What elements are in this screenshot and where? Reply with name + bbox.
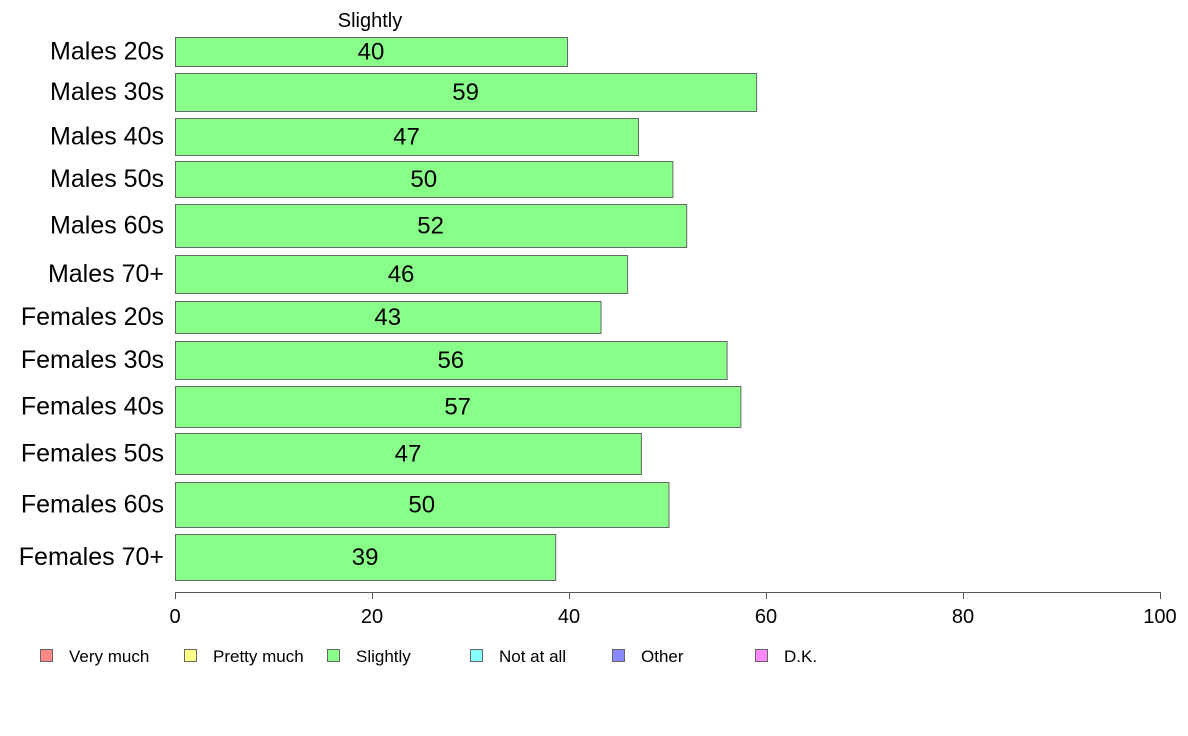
category-label: Females 40s xyxy=(21,393,164,421)
bar xyxy=(175,255,629,294)
x-tick-label: 0 xyxy=(169,606,180,628)
x-tick-label: 60 xyxy=(755,606,777,628)
legend-label: Other xyxy=(641,647,684,666)
bar xyxy=(175,386,742,428)
bar xyxy=(175,433,642,475)
bar xyxy=(175,73,758,112)
bar-value-label: 43 xyxy=(374,304,401,331)
x-tick-label: 40 xyxy=(558,606,580,628)
bar-value-label: 47 xyxy=(393,124,420,151)
legend-label: D.K. xyxy=(784,647,817,666)
x-tick-label: 100 xyxy=(1143,606,1176,628)
bar-value-label: 46 xyxy=(388,261,415,288)
legend-swatch xyxy=(755,649,768,662)
bar-value-label: 47 xyxy=(395,441,422,468)
category-label: Males 30s xyxy=(50,78,164,106)
bar-value-label: 56 xyxy=(437,347,464,374)
legend-item: Not at all xyxy=(470,647,566,666)
bar xyxy=(175,301,602,334)
bar xyxy=(175,118,639,156)
bar-value-label: 52 xyxy=(417,213,444,240)
legend-item: Other xyxy=(612,647,684,666)
x-axis: 0 20 40 60 80 100 xyxy=(169,592,1177,628)
legend-label: Not at all xyxy=(499,647,566,666)
bar xyxy=(175,161,674,198)
legend-label: Very much xyxy=(69,647,149,666)
legend-swatch xyxy=(40,649,53,662)
legend-label: Pretty much xyxy=(213,647,304,666)
bar xyxy=(175,341,728,380)
bar xyxy=(175,534,557,581)
category-label: Females 60s xyxy=(21,491,164,519)
bar-value-label: 50 xyxy=(410,166,437,193)
bar-value-label: 50 xyxy=(408,492,435,519)
category-label: Males 40s xyxy=(50,123,164,151)
bar-value-label: 57 xyxy=(444,394,471,421)
category-label: Females 70+ xyxy=(19,543,164,571)
chart-title: Slightly xyxy=(338,10,402,32)
legend: Very much Pretty much Slightly Not at all Ot… xyxy=(40,647,817,666)
bars-group: Males 20s 40 Males 30s 59 Males 40s 47 Males 5… xyxy=(19,37,758,581)
category-label: Males 20s xyxy=(50,38,164,66)
category-label: Females 30s xyxy=(21,346,164,374)
legend-item: Pretty much xyxy=(184,647,304,666)
x-tick-label: 20 xyxy=(361,606,383,628)
legend-swatch xyxy=(470,649,483,662)
category-label: Males 70+ xyxy=(48,260,164,288)
bar xyxy=(175,37,569,67)
bar-value-label: 59 xyxy=(452,79,479,106)
legend-swatch xyxy=(184,649,197,662)
legend-item: Very much xyxy=(40,647,149,666)
legend-swatch xyxy=(612,649,625,662)
x-tick-label: 80 xyxy=(952,606,974,628)
legend-label: Slightly xyxy=(356,647,411,666)
legend-item: Slightly xyxy=(327,647,411,666)
category-label: Males 60s xyxy=(50,212,164,240)
legend-swatch xyxy=(327,649,340,662)
bar-value-label: 39 xyxy=(352,544,379,571)
bar xyxy=(175,204,688,248)
bar-value-label: 40 xyxy=(358,39,385,66)
legend-item: D.K. xyxy=(755,647,817,666)
category-label: Females 50s xyxy=(21,440,164,468)
category-label: Females 20s xyxy=(21,303,164,331)
category-label: Males 50s xyxy=(50,165,164,193)
bar xyxy=(175,482,670,528)
